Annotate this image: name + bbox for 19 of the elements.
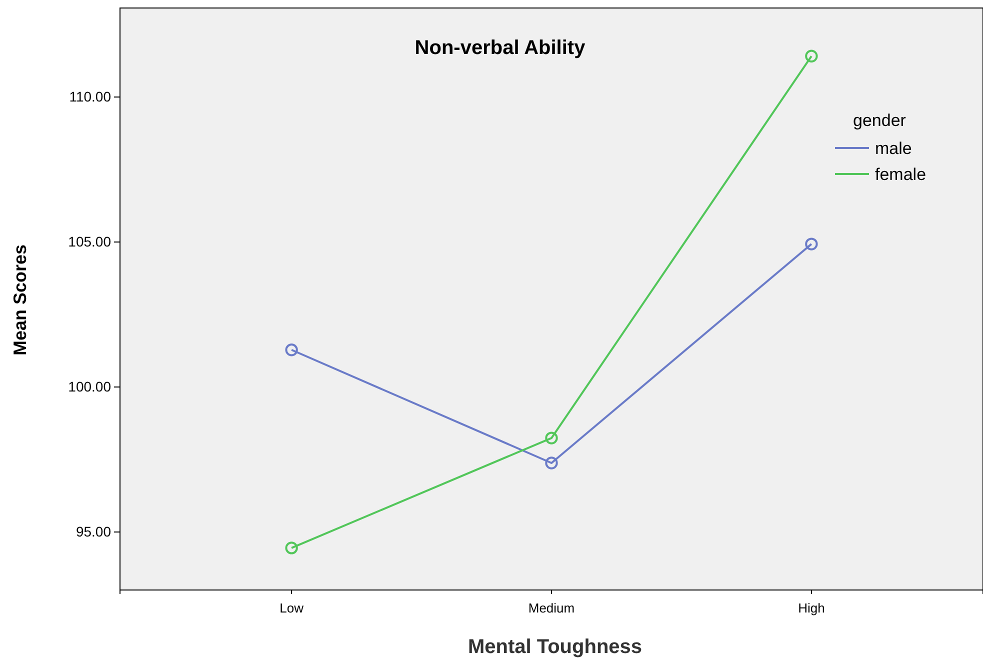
y-axis-title: Mean Scores xyxy=(10,244,30,356)
legend-label: male xyxy=(875,139,912,158)
y-tick-label: 95.00 xyxy=(76,523,112,540)
legend-label: female xyxy=(875,165,926,184)
x-tick-label: Low xyxy=(280,600,304,616)
point xyxy=(545,456,558,470)
point xyxy=(285,542,298,554)
x-tick-label: Medium xyxy=(528,600,575,616)
x-axis-title: Mental Toughness xyxy=(468,636,642,658)
point xyxy=(805,50,818,62)
point xyxy=(805,238,818,250)
legend-title: gender xyxy=(853,111,906,130)
y-tick-label: 100.00 xyxy=(68,378,112,394)
point xyxy=(285,344,298,356)
text: Non-verbal Ability xyxy=(414,37,586,59)
y-tick-label: 110.00 xyxy=(69,88,112,105)
x-tick-label: High xyxy=(798,600,825,616)
y-tick-label: 105.00 xyxy=(68,234,112,250)
point xyxy=(545,432,558,444)
